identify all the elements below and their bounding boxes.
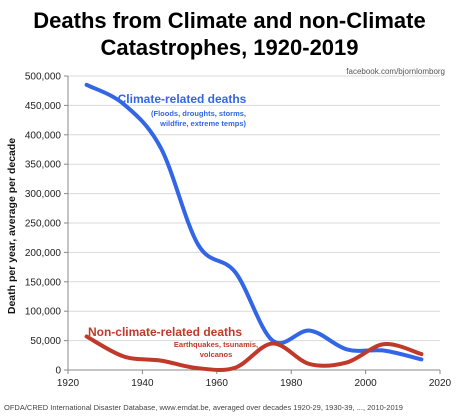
y-tick-label: 350,000 bbox=[25, 160, 62, 171]
axes bbox=[64, 75, 441, 374]
y-tick-label: 150,000 bbox=[25, 277, 62, 288]
series-name-label: Non-climate-related deaths bbox=[88, 325, 242, 339]
y-tick-label: 50,000 bbox=[30, 336, 61, 347]
series-note-label: volcanos bbox=[200, 350, 233, 359]
y-axis-label: Death per year, average per decade bbox=[6, 138, 18, 314]
series-line bbox=[84, 334, 424, 372]
x-tick-label: 1960 bbox=[206, 378, 229, 389]
y-tick-labels: 0 50,000 100,000 150,000 200,000 250,000 300,0… bbox=[25, 72, 62, 377]
y-tick-label: 300,000 bbox=[25, 189, 62, 200]
series-note-label: (Floods, droughts, storms, bbox=[151, 109, 246, 118]
x-tick-label: 1980 bbox=[280, 378, 303, 389]
x-tick-label: 2020 bbox=[429, 378, 452, 389]
series-lines bbox=[84, 82, 424, 372]
series-name-label: Climate-related deaths bbox=[118, 92, 247, 106]
chart-title-line-1: Deaths from Climate and non-Climate bbox=[33, 8, 425, 33]
series-line bbox=[84, 82, 424, 362]
chart-title-line-2: Catastrophes, 1920-2019 bbox=[100, 35, 358, 60]
x-tick-label: 2000 bbox=[354, 378, 377, 389]
y-tick-label: 450,000 bbox=[25, 101, 62, 112]
y-tick-label: 200,000 bbox=[25, 248, 62, 259]
chart-source: OFDA/CRED International Disaster Databas… bbox=[4, 403, 403, 412]
x-tick-label: 1920 bbox=[57, 378, 80, 389]
gridlines bbox=[68, 75, 440, 342]
series-annotations: Climate-related deaths (Floods, droughts,… bbox=[88, 92, 258, 359]
y-tick-label: 400,000 bbox=[25, 130, 62, 141]
x-tick-labels: 1920 1940 1960 1980 2000 2020 bbox=[57, 378, 452, 389]
series-note-label: Earthquakes, tsunamis, bbox=[174, 340, 258, 349]
x-tick-label: 1940 bbox=[131, 378, 154, 389]
series-note-label: wildfire, extreme temps) bbox=[159, 119, 246, 128]
chart-credit: facebook.com/bjornlomborg bbox=[346, 67, 445, 76]
y-tick-label: 250,000 bbox=[25, 219, 62, 230]
y-tick-label: 100,000 bbox=[25, 307, 62, 318]
y-tick-label: 0 bbox=[55, 366, 61, 377]
y-tick-label: 500,000 bbox=[25, 72, 62, 83]
